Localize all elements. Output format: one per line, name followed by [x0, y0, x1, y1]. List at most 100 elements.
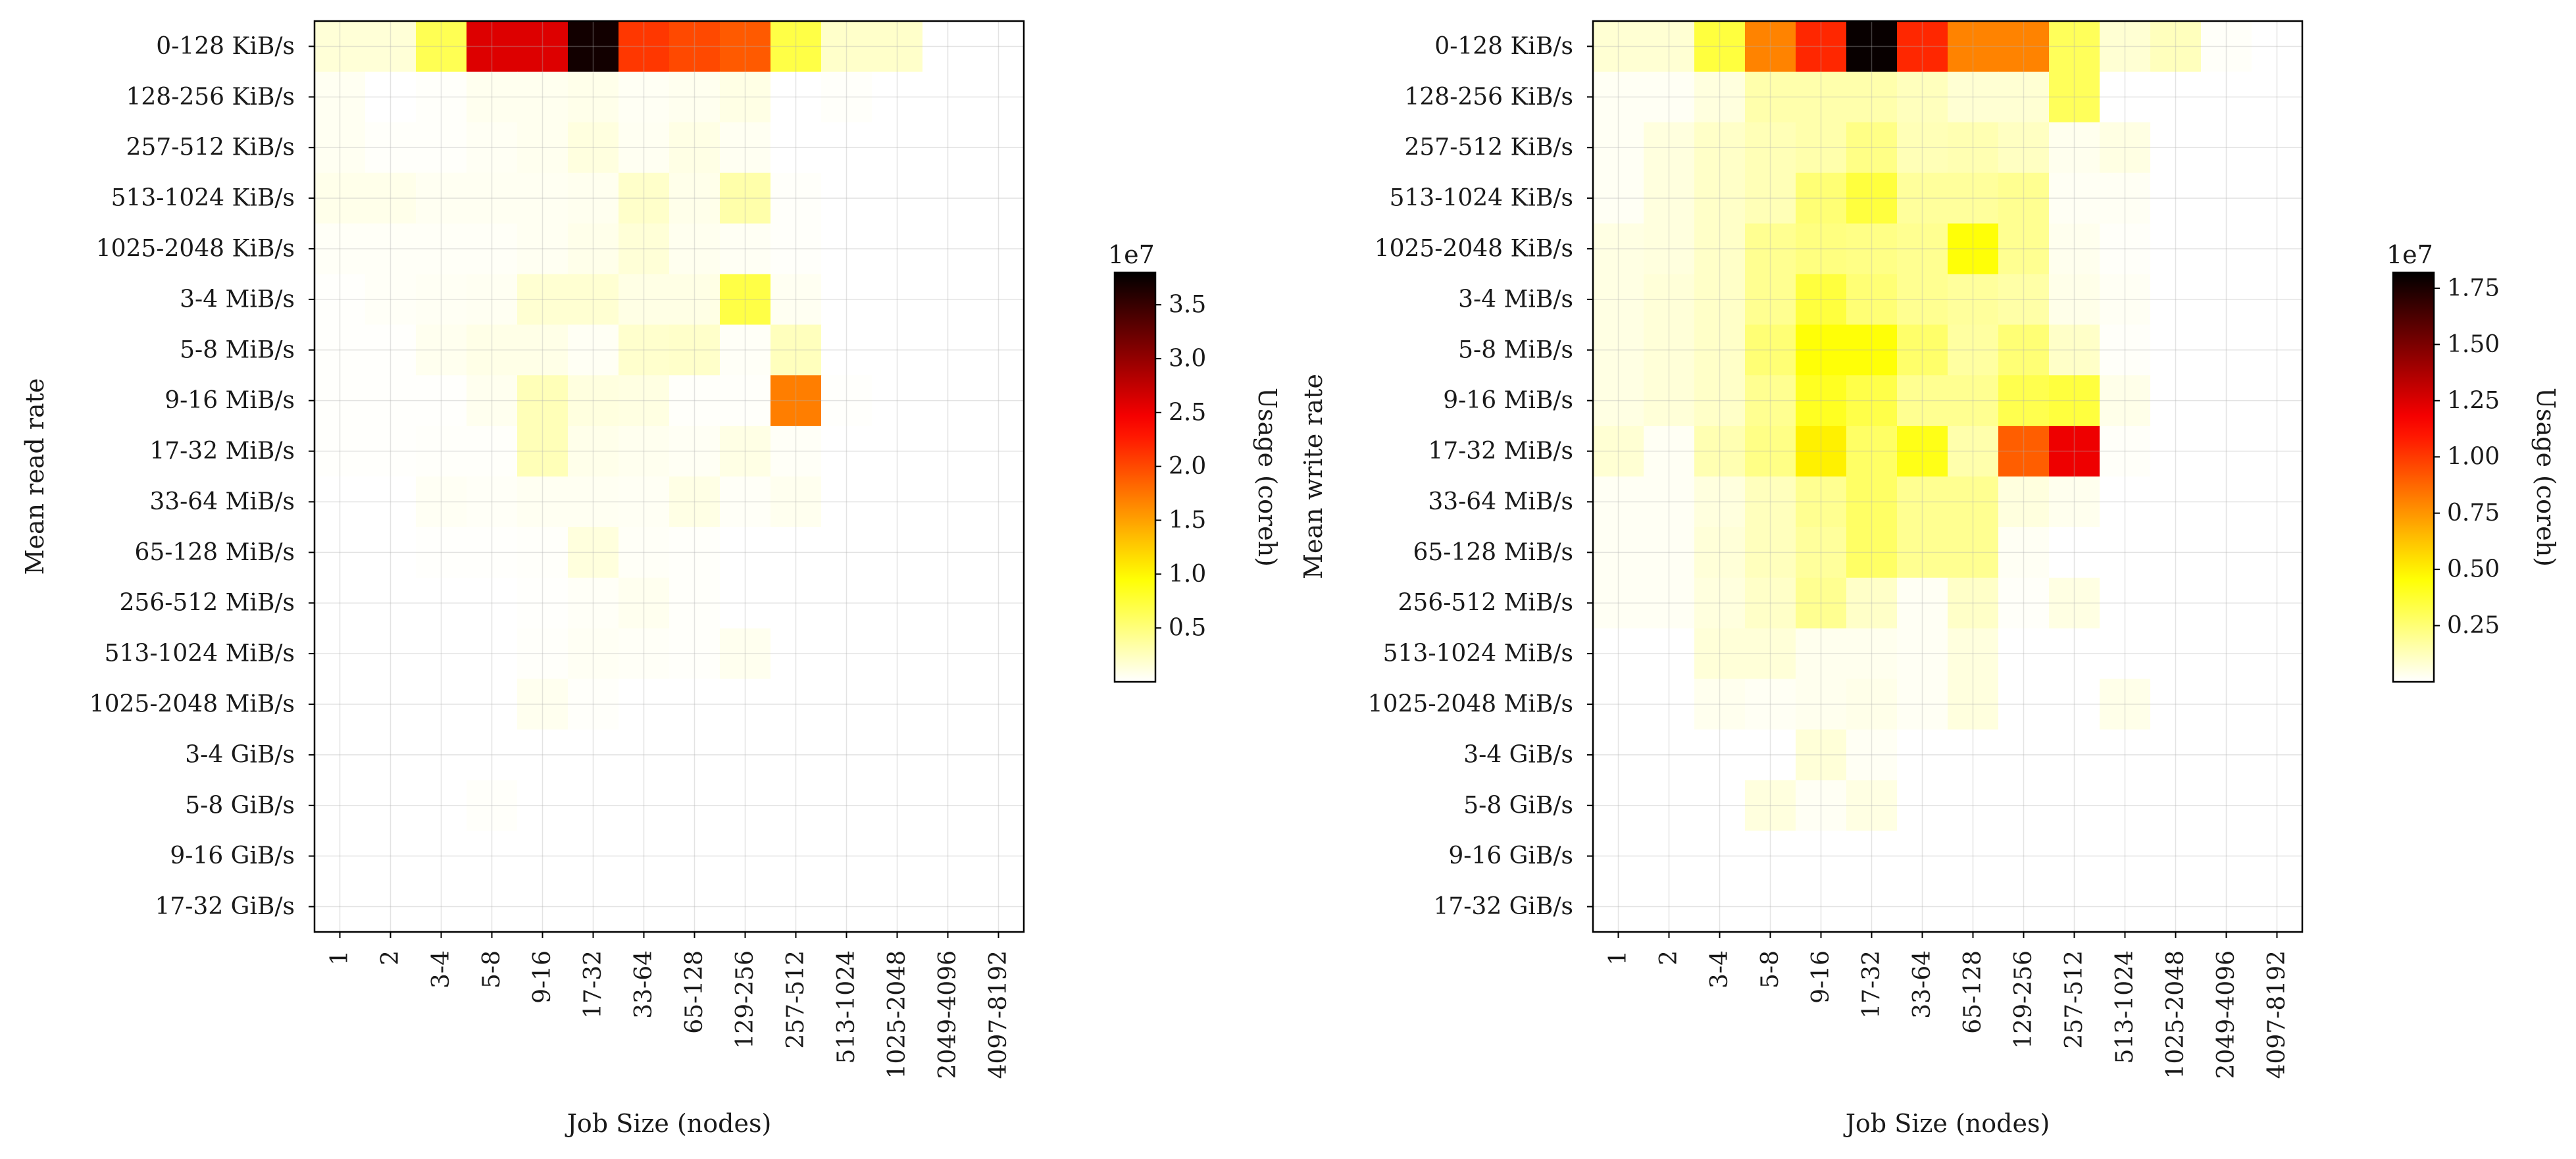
heatmap-cell: [973, 21, 1024, 72]
y-tick-label: 9-16 MiB/s: [1443, 387, 1573, 414]
heatmap-cell: [821, 577, 872, 629]
colorbar-tick-label: 1.00: [2447, 444, 2500, 471]
heatmap-cell: [1998, 122, 2050, 174]
heatmap-cell: [720, 679, 771, 731]
y-tick-label: 5-8 GiB/s: [185, 792, 295, 819]
heatmap-cell: [2252, 21, 2303, 72]
heatmap-cell: [619, 780, 670, 831]
heatmap-cell: [416, 881, 467, 933]
colorbar-tick-label: 1.0: [1169, 561, 1206, 588]
heatmap-cell: [1745, 375, 1796, 426]
heatmap-cell: [1796, 831, 1847, 882]
heatmap-cell: [770, 679, 822, 731]
heatmap-cell: [2100, 324, 2151, 376]
heatmap-cell: [2100, 527, 2151, 579]
heatmap-cell: [872, 577, 923, 629]
colorbar-label: Usage (coreh): [2531, 388, 2560, 567]
heatmap-cell: [872, 172, 923, 224]
heatmap-cell: [973, 577, 1024, 629]
heatmap-cell: [517, 21, 568, 72]
heatmap-cell: [1644, 577, 1695, 629]
heatmap-cell: [2049, 21, 2100, 72]
colorbar-offset-label: 1e7: [1108, 240, 1155, 269]
heatmap-cell: [922, 476, 974, 528]
heatmap-cell: [619, 21, 670, 72]
heatmap-cell: [467, 780, 518, 831]
heatmap-cell: [365, 172, 417, 224]
heatmap-cell: [315, 426, 366, 477]
heatmap-cell: [467, 223, 518, 275]
heatmap-cell: [365, 476, 417, 528]
heatmap-cell: [973, 679, 1024, 731]
heatmap-cell: [365, 122, 417, 174]
heatmap-cell: [872, 426, 923, 477]
heatmap-cell: [1948, 729, 1999, 781]
heatmap-cell: [619, 577, 670, 629]
heatmap-cell: [720, 122, 771, 174]
heatmap-cell: [416, 729, 467, 781]
y-tick-label: 3-4 MiB/s: [180, 286, 295, 313]
heatmap-cell: [1796, 628, 1847, 680]
heatmap-cell: [1998, 780, 2050, 831]
heatmap-cell: [821, 679, 872, 731]
y-tick-label: 128-256 KiB/s: [1405, 84, 1574, 111]
heatmap-cell: [973, 274, 1024, 325]
heatmap-cell: [669, 71, 720, 123]
heatmap-cell: [619, 223, 670, 275]
heatmap-cell: [416, 375, 467, 426]
heatmap-cell: [2100, 223, 2151, 275]
heatmap-cell: [1998, 527, 2050, 579]
heatmap-cell: [2201, 476, 2252, 528]
heatmap-cell: [365, 628, 417, 680]
heatmap-cell: [973, 831, 1024, 882]
heatmap-cell: [568, 122, 619, 174]
heatmap-cell: [1593, 831, 1644, 882]
heatmap-cell: [1644, 274, 1695, 325]
heatmap-cell: [467, 679, 518, 731]
heatmap-cell: [2100, 122, 2151, 174]
heatmap-cell: [2252, 780, 2303, 831]
heatmap-cell: [720, 21, 771, 72]
heatmap-cell: [2201, 71, 2252, 123]
heatmap-cell: [720, 527, 771, 579]
heatmap-cell: [720, 476, 771, 528]
heatmap-cell: [2201, 780, 2252, 831]
y-tick-label: 513-1024 MiB/s: [105, 640, 295, 667]
heatmap-cell: [2201, 172, 2252, 224]
colorbar-tick-label: 2.0: [1169, 453, 1206, 480]
heatmap-cell: [1846, 577, 1898, 629]
y-tick-label: 17-32 MiB/s: [149, 438, 295, 465]
heatmap-cell: [517, 223, 568, 275]
heatmap-cell: [872, 831, 923, 882]
heatmap-cell: [1593, 476, 1644, 528]
heatmap-cell: [2201, 527, 2252, 579]
heatmap-cell: [2252, 831, 2303, 882]
heatmap-cell: [1694, 375, 1746, 426]
heatmap-cell: [1644, 628, 1695, 680]
heatmap-cell: [1644, 172, 1695, 224]
colorbar-tick-label: 1.75: [2447, 274, 2500, 301]
heatmap-cell: [619, 527, 670, 579]
heatmap-cell: [821, 831, 872, 882]
heatmap-cell: [1948, 679, 1999, 731]
colorbar-tick-label: 3.5: [1169, 292, 1206, 319]
heatmap-cell: [1897, 122, 1948, 174]
heatmap-cell: [872, 71, 923, 123]
heatmap-cell: [1948, 21, 1999, 72]
heatmap-cell: [669, 831, 720, 882]
heatmap-cell: [669, 324, 720, 376]
y-tick-label: 5-8 MiB/s: [180, 336, 295, 363]
heatmap-cell: [872, 21, 923, 72]
heatmap-cell: [416, 172, 467, 224]
heatmap-cell: [2049, 223, 2100, 275]
y-tick-label: 513-1024 KiB/s: [1390, 185, 1573, 212]
heatmap-cell: [1948, 172, 1999, 224]
heatmap-cell: [1897, 71, 1948, 123]
heatmap-cell: [821, 729, 872, 781]
x-tick-label: 513-1024: [833, 950, 860, 1064]
heatmap-cell: [416, 831, 467, 882]
x-axis-label: Job Size (nodes): [1843, 1109, 2050, 1138]
heatmap-cell: [2252, 476, 2303, 528]
heatmap-cell: [2049, 476, 2100, 528]
heatmap-cell: [1694, 729, 1746, 781]
